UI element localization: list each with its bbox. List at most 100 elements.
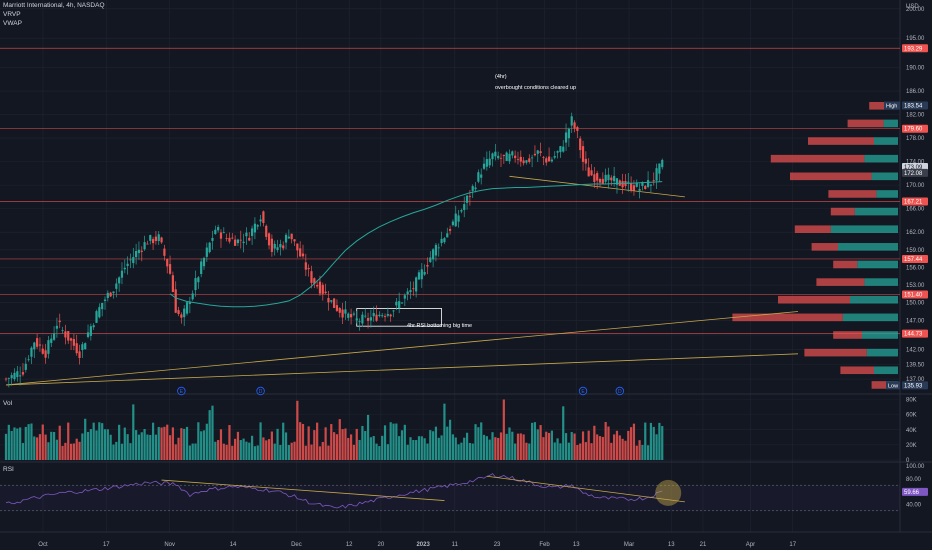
candle-body — [231, 237, 234, 239]
volume-bar — [168, 435, 172, 460]
high-tag-bg — [884, 101, 900, 110]
earnings-marker — [578, 386, 588, 396]
candle-body — [214, 229, 217, 234]
volume-bar — [242, 438, 245, 460]
candle-body — [446, 233, 449, 238]
candle-body — [78, 351, 81, 358]
candle-body — [426, 264, 429, 267]
volume-bar — [270, 431, 273, 460]
volume-bar — [149, 434, 152, 460]
volume-bar — [10, 430, 13, 460]
volume-bar — [75, 438, 78, 460]
time-axis-label: 13 — [573, 542, 580, 548]
candle-body — [519, 156, 522, 162]
rsi-trendline — [486, 475, 685, 503]
volume-profile-up-bar — [857, 260, 898, 269]
candle-body — [92, 325, 95, 328]
candle-body — [497, 155, 500, 159]
volume-bar — [101, 423, 104, 460]
time-axis-label: 12 — [346, 542, 353, 548]
candle-body — [434, 244, 438, 256]
volume-bar — [140, 432, 143, 460]
candle-body — [358, 321, 361, 323]
volume-bar — [259, 422, 262, 460]
candle-body — [64, 331, 67, 338]
volume-bar — [366, 414, 370, 460]
price-label: 193.29 — [904, 46, 923, 52]
volume-profile-down-bar — [794, 225, 831, 234]
volume-bar — [395, 423, 398, 460]
volume-bar — [610, 442, 613, 460]
candle-body — [137, 249, 141, 254]
volume-bar — [47, 442, 50, 460]
volume-bar — [197, 422, 200, 460]
volume-bar — [293, 441, 296, 460]
candle-body — [140, 250, 143, 252]
candle-body — [630, 183, 633, 191]
volume-bar — [219, 429, 223, 460]
volume-bar — [157, 426, 160, 460]
rsi-trendline — [161, 479, 445, 501]
candle-body — [256, 225, 259, 227]
price-tick-label: 200.00 — [906, 7, 925, 13]
volume-profile-up-bar — [874, 366, 898, 375]
volume-profile-down-bar — [804, 348, 867, 357]
time-axis-label: Oct — [38, 542, 48, 548]
price-tick-label: 139.50 — [906, 362, 925, 368]
volume-profile-up-bar — [871, 172, 898, 181]
volume-bar — [13, 427, 16, 460]
volume-bar — [129, 443, 132, 460]
candle-body — [205, 247, 208, 257]
volume-bar — [550, 430, 554, 460]
volume-bar — [412, 439, 415, 460]
volume-bar — [474, 424, 477, 460]
price-label: 179.60 — [904, 127, 923, 133]
candle-body — [491, 153, 494, 160]
candle-body — [118, 277, 121, 284]
candle-body — [327, 298, 330, 303]
volume-profile-up-bar — [876, 190, 898, 198]
volume-bar — [214, 441, 217, 460]
candle-body — [610, 177, 613, 181]
volume-bar — [593, 425, 596, 460]
volume-bar — [403, 424, 406, 460]
rsi-highlight-circle — [655, 479, 682, 506]
volume-bar — [24, 426, 27, 460]
volume-bar — [58, 425, 61, 460]
volume-bar — [112, 444, 115, 460]
candle-body — [598, 179, 602, 183]
rsi-pane-label: RSI — [3, 466, 14, 473]
indicator-vwap[interactable]: VWAP — [3, 20, 22, 27]
candle-body — [576, 127, 579, 131]
candle-body — [366, 317, 370, 321]
candle-body — [644, 185, 647, 190]
candle-body — [157, 234, 160, 242]
volume-bar — [211, 405, 214, 460]
volume-bar — [398, 436, 401, 460]
volume-bar — [341, 429, 344, 460]
volume-bar — [335, 434, 339, 460]
candle-body — [101, 302, 104, 310]
earnings-marker — [256, 386, 265, 396]
indicator-vrvp[interactable]: VRVP — [3, 11, 21, 18]
rsi-tick-label: 80.00 — [906, 477, 922, 483]
volume-bar — [590, 443, 593, 460]
candle-body — [646, 180, 650, 187]
candle-body — [98, 307, 101, 318]
candle-body — [219, 232, 223, 239]
candle-body — [604, 174, 607, 182]
candle-body — [587, 167, 590, 177]
candle-body — [129, 259, 132, 261]
time-axis-label: Nov — [164, 542, 175, 548]
volume-bar — [50, 431, 53, 460]
candle-body — [259, 219, 262, 222]
volume-bar — [177, 437, 180, 460]
volume-bar — [545, 431, 548, 460]
rsi-value-badge — [902, 487, 928, 496]
volume-bar — [290, 442, 293, 460]
volume-bar — [316, 422, 319, 460]
volume-bar — [234, 438, 237, 460]
volume-bar — [451, 434, 455, 460]
volume-bar — [448, 419, 452, 460]
